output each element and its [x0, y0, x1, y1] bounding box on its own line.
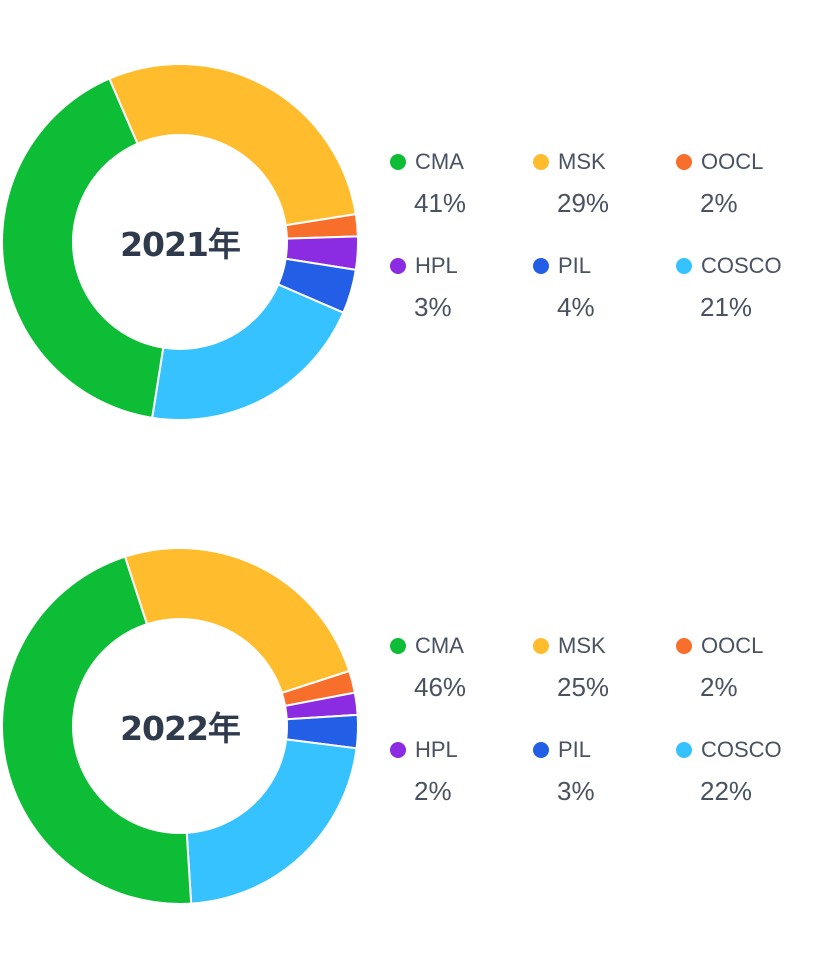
legend-label: CMA [415, 149, 464, 174]
legend-label: MSK [558, 149, 606, 174]
legend-item-msk[interactable]: MSK 25% [533, 632, 676, 722]
legend-label: MSK [558, 633, 606, 658]
donut-svg-2021 [1, 63, 359, 421]
legend-dot-icon [676, 742, 692, 758]
legend-label: HPL [415, 253, 458, 278]
legend-label: PIL [558, 253, 592, 278]
legend-label: OOCL [701, 633, 764, 658]
legend-dot-icon [533, 154, 549, 170]
legend-value: 2% [700, 672, 738, 702]
donut-chart-2022: 2022年 CMA 46% MSK 25% OOCL 2% HPL 2% PIL… [0, 536, 836, 916]
legend-label: OOCL [701, 149, 764, 174]
legend-item-cosco[interactable]: COSCO 22% [676, 736, 826, 826]
legend-item-cma[interactable]: CMA 41% [390, 148, 533, 238]
chart-legend: CMA 41% MSK 29% OOCL 2% HPL 3% PIL 4% CO… [390, 148, 830, 342]
legend-label: COSCO [701, 253, 782, 278]
slice-cma[interactable] [1, 555, 193, 905]
legend-item-hpl[interactable]: HPL 3% [390, 252, 533, 342]
legend-value: 22% [700, 776, 753, 806]
slice-cma[interactable] [1, 77, 165, 419]
legend-dot-icon [676, 638, 692, 654]
legend-dot-icon [390, 154, 406, 170]
legend-label: HPL [415, 737, 458, 762]
legend-value: 25% [557, 672, 610, 702]
donut-svg-2022 [1, 547, 359, 905]
legend-label: PIL [558, 737, 592, 762]
legend-item-msk[interactable]: MSK 29% [533, 148, 676, 238]
legend-item-oocl[interactable]: OOCL 2% [676, 148, 826, 238]
legend-label: CMA [415, 633, 464, 658]
legend-item-pil[interactable]: PIL 4% [533, 252, 676, 342]
legend-value: 3% [557, 776, 595, 806]
legend-value: 2% [414, 776, 452, 806]
legend-value: 3% [414, 292, 452, 322]
legend-dot-icon [533, 258, 549, 274]
legend-value: 4% [557, 292, 595, 322]
chart-legend: CMA 46% MSK 25% OOCL 2% HPL 2% PIL 3% CO… [390, 632, 830, 826]
legend-value: 21% [700, 292, 753, 322]
legend-item-oocl[interactable]: OOCL 2% [676, 632, 826, 722]
donut-chart-2021: 2021年 CMA 41% MSK 29% OOCL 2% HPL 3% PIL… [0, 52, 836, 432]
legend-dot-icon [390, 638, 406, 654]
legend-value: 29% [557, 188, 610, 218]
legend-item-hpl[interactable]: HPL 2% [390, 736, 533, 826]
legend-item-pil[interactable]: PIL 3% [533, 736, 676, 826]
legend-dot-icon [676, 154, 692, 170]
slice-cosco[interactable] [151, 283, 345, 421]
legend-dot-icon [390, 258, 406, 274]
legend-value: 2% [700, 188, 738, 218]
legend-dot-icon [533, 742, 549, 758]
slice-msk[interactable] [123, 547, 351, 695]
legend-value: 46% [414, 672, 467, 702]
legend-item-cma[interactable]: CMA 46% [390, 632, 533, 722]
slice-cosco[interactable] [185, 738, 358, 905]
legend-label: COSCO [701, 737, 782, 762]
legend-value: 41% [414, 188, 467, 218]
legend-dot-icon [390, 742, 406, 758]
legend-item-cosco[interactable]: COSCO 21% [676, 252, 826, 342]
legend-dot-icon [676, 258, 692, 274]
legend-dot-icon [533, 638, 549, 654]
slice-msk[interactable] [107, 63, 357, 227]
